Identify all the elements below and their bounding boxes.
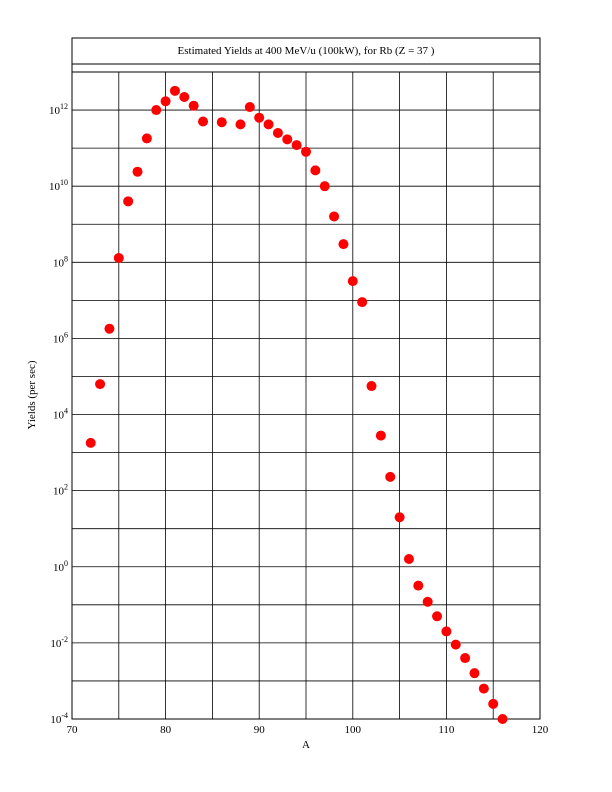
data-point [151,105,162,116]
data-point [85,437,96,448]
data-point [282,134,293,145]
data-point [179,92,190,103]
data-point [301,146,311,157]
y-axis-tick-labels: 10-4 10-2 100 102 104 106 108 1010 1012 [49,102,68,726]
data-point [113,252,124,263]
data-point [413,580,424,591]
data-point [375,430,386,441]
x-tick-label: 90 [254,724,266,736]
chart-title: Estimated Yields at 400 MeV/u (100kW), f… [178,45,435,57]
data-point [141,133,152,144]
data-point [478,683,489,694]
y-axis-title: Yields (per sec) [26,360,38,429]
data-point [95,379,106,390]
x-tick-label: 100 [345,724,362,736]
y-tick-label: 100 [53,559,68,574]
data-point [347,276,358,287]
y-tick-label: 106 [53,330,68,345]
data-point [488,698,499,709]
data-point [169,85,180,96]
data-point [235,119,246,130]
data-point [216,117,227,128]
x-tick-label: 120 [532,724,549,736]
x-tick-label: 80 [160,724,172,736]
data-point [160,96,171,107]
data-point [244,102,255,113]
data-point [319,181,330,192]
y-tick-label: 108 [53,254,68,269]
data-point [497,714,508,724]
data-point [450,639,461,650]
x-axis-title: A [302,739,310,751]
x-tick-label: 110 [438,724,455,736]
data-point [394,512,405,523]
y-tick-label: 1010 [49,178,68,193]
data-point [403,553,414,564]
title-box: Estimated Yields at 400 MeV/u (100kW), f… [71,37,541,65]
data-point [123,196,134,207]
data-points [85,85,508,724]
data-point [310,165,321,176]
data-point [254,112,265,123]
x-tick-label: 70 [67,724,79,736]
y-tick-label: 10-2 [50,635,68,650]
data-point [104,323,115,334]
data-point [357,297,368,308]
y-tick-label: 104 [53,407,68,422]
data-point [432,611,443,622]
data-point [291,140,302,151]
data-point [422,596,433,607]
data-point [469,668,480,679]
y-tick-label: 1012 [49,102,68,117]
data-point [338,239,349,250]
grid-lines [72,72,540,719]
data-point [263,119,274,130]
data-point [188,100,199,111]
data-point [198,116,209,127]
data-point [329,211,340,222]
y-tick-label: 102 [53,483,68,498]
data-point [132,166,143,177]
x-axis-tick-labels: 70 80 90 100 110 120 [67,724,549,736]
data-point [441,626,452,637]
data-point [366,381,377,392]
y-tick-label: 10-4 [50,711,68,726]
data-point [272,127,283,138]
data-point [460,653,471,664]
data-point [385,471,396,482]
